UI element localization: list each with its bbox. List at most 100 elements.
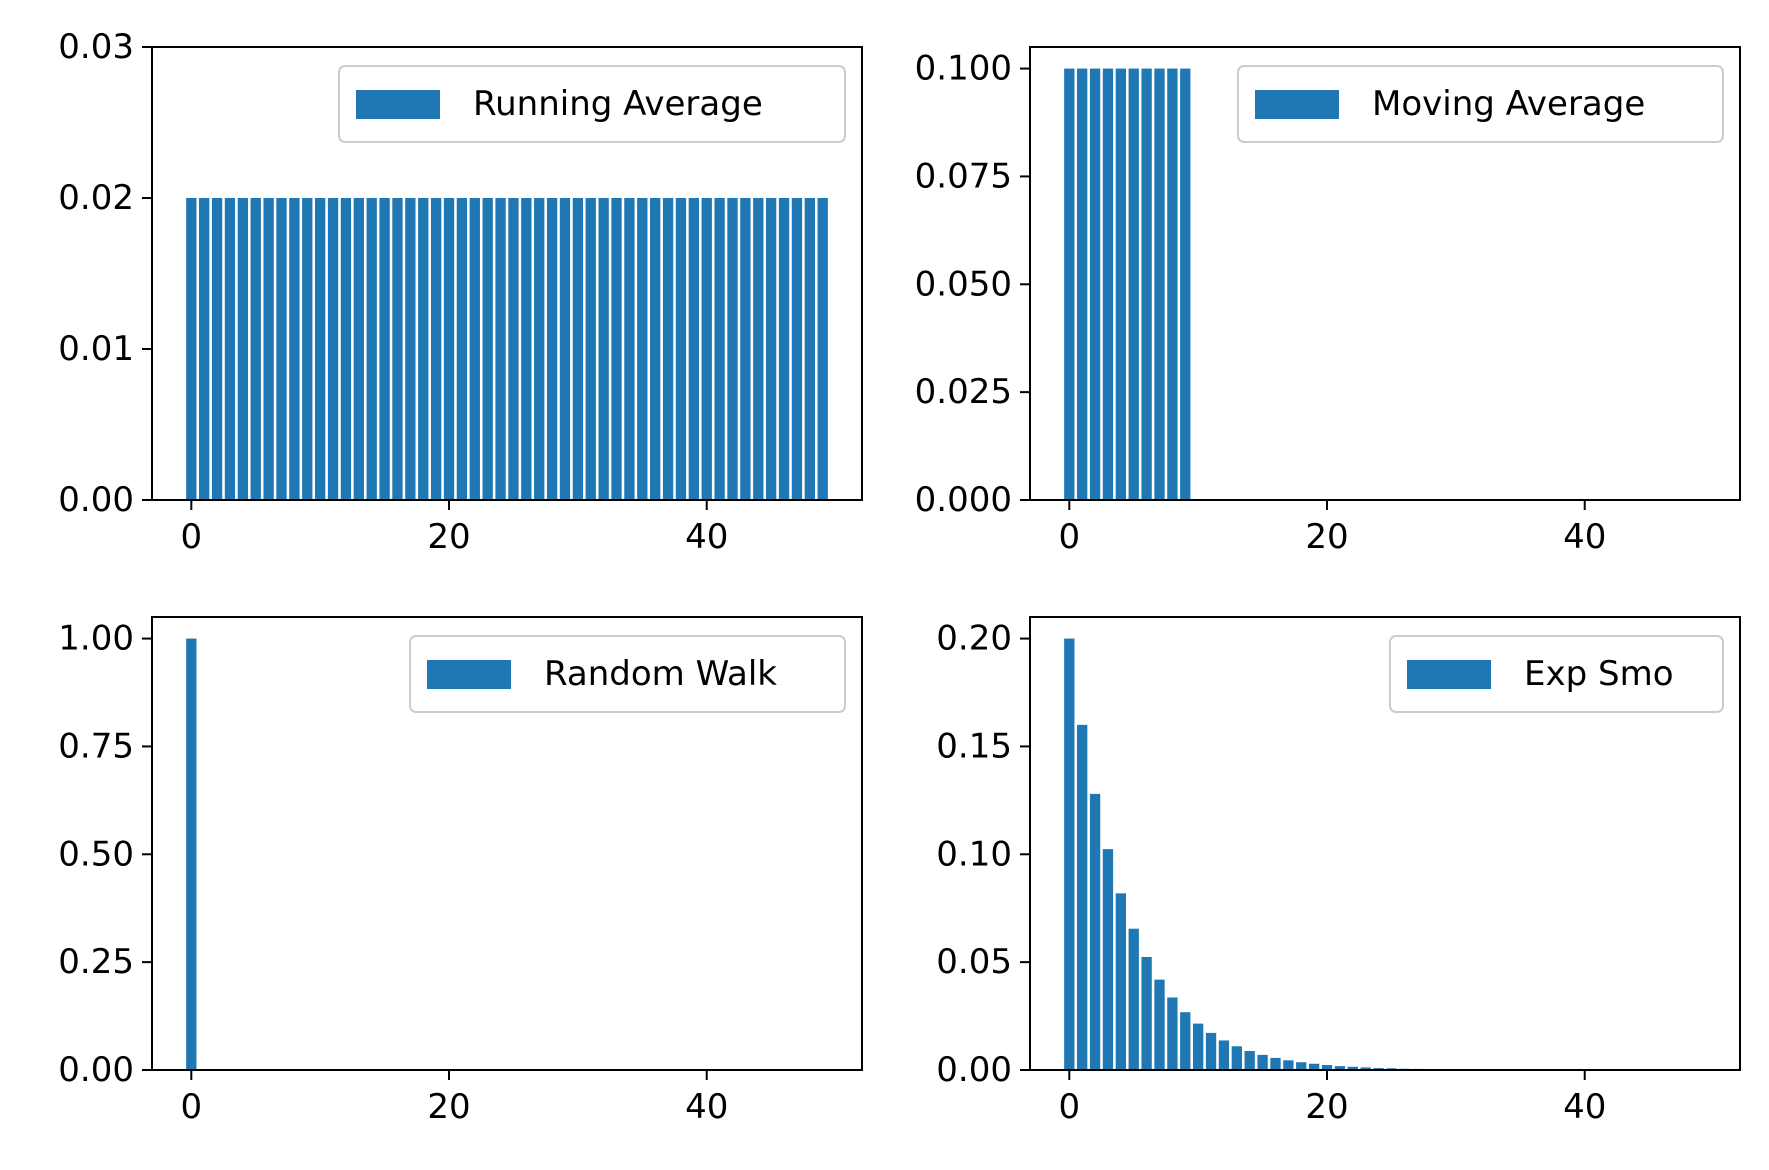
bar [688,198,699,500]
bar [289,198,300,500]
bar [1283,1060,1294,1070]
x-tick-label: 40 [685,517,728,557]
y-tick-label: 0.10 [936,834,1012,874]
bar [250,198,261,500]
legend-box [1237,65,1724,143]
bar [1167,997,1178,1070]
y-tick-label: 0.15 [936,726,1012,766]
x-tick-label: 40 [685,1087,728,1127]
bar [199,198,210,500]
subplot-2: 0.000 0.025 0.050 0.075 0.100 0 20 40 Moving Ave… [915,46,1741,557]
bar [740,198,751,500]
bar [1089,68,1101,500]
bar [1102,849,1114,1070]
subplot-1: 0.00 0.01 0.02 0.03 0 20 40 Running Average [58,27,863,557]
y-tick-label: 0.25 [58,942,134,982]
y-tick-label: 0.00 [58,480,134,520]
bar [662,198,674,500]
bar [727,198,738,500]
bar [1128,928,1139,1070]
legend-label: Moving Average [1372,84,1645,124]
x-tick-label: 20 [427,1087,470,1127]
x-tick-label: 20 [427,517,470,557]
bar [1115,68,1126,500]
subplot-3: 0.00 0.25 0.50 0.75 1.00 0 20 40 Random Walk [58,616,863,1127]
legend-swatch [356,90,440,119]
bar [546,198,558,500]
bar [353,198,364,500]
legend-label: Random Walk [544,654,777,694]
bar [1141,956,1152,1070]
y-tick-label: 0.100 [915,49,1012,89]
y-tick-label: 0.050 [915,264,1012,304]
bar [1296,1062,1307,1070]
y-tick-label: 0.00 [936,1050,1012,1090]
subplot-4: 0.00 0.05 0.10 0.15 0.20 0 20 40 Exp Smo [936,616,1741,1127]
bar [366,198,377,500]
bar [1270,1057,1281,1070]
bar [405,198,416,500]
axes-frame [151,46,863,501]
x-tick-label: 40 [1563,1087,1606,1127]
x-tick-label: 40 [1563,517,1606,557]
bar [534,198,545,500]
bar [1077,68,1088,500]
bar [1102,68,1114,500]
bar [495,198,506,500]
legend-box [1389,635,1724,713]
x-tick-label: 0 [1058,1087,1080,1127]
bar [1064,638,1075,1070]
bar [276,198,287,500]
bar [701,198,712,500]
y-tick-label: 0.000 [915,480,1012,520]
y-tick-label: 0.00 [58,1050,134,1090]
bar [585,198,596,500]
bar [766,198,777,500]
bar [1218,1040,1230,1070]
bar [1257,1054,1268,1070]
bar [469,198,480,500]
bar [1360,1067,1371,1070]
bar [1128,68,1139,500]
y-tick-label: 1.00 [58,619,134,659]
legend-box [409,635,846,713]
bar [186,638,197,1070]
bar [521,198,532,500]
bar [804,198,815,500]
bar [1193,1023,1204,1070]
y-tick-label: 0.50 [58,834,134,874]
bar [1089,793,1101,1070]
axes-frame [1029,46,1741,501]
bar [482,198,493,500]
bar [430,198,442,500]
x-tick-label: 0 [1058,517,1080,557]
bar [186,198,197,500]
legend-swatch [427,660,511,689]
legend: Exp Smo [1389,635,1724,713]
axes-frame [151,616,863,1071]
bar [302,198,313,500]
bar [1321,1065,1333,1070]
bar [456,198,468,500]
bar [1205,1032,1217,1070]
bar [637,198,648,500]
bar [817,198,828,500]
bar [1180,1012,1191,1070]
bar [1115,893,1126,1070]
x-tick-label: 20 [1305,1087,1348,1127]
legend-swatch [1407,660,1491,689]
bar [224,198,236,500]
legend: Random Walk [409,635,846,713]
y-tick-label: 0.20 [936,619,1012,659]
bar [1308,1063,1320,1070]
bar [211,198,223,500]
bar [263,198,274,500]
y-tick-label: 0.75 [58,726,134,766]
legend-label: Exp Smo [1524,654,1674,694]
bar [611,198,622,500]
bar [1244,1051,1255,1070]
legend: Running Average [338,65,846,143]
y-tick-label: 0.075 [915,156,1012,196]
bar [1334,1066,1346,1070]
